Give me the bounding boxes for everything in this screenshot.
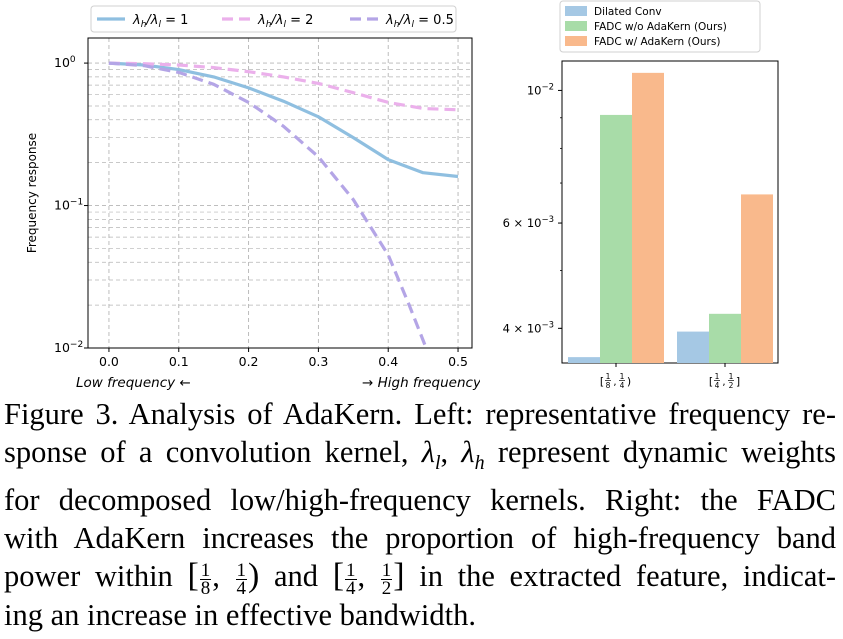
caption-text: in the extracted feature, indicat- xyxy=(404,559,836,594)
x-tick-label: 0.0 xyxy=(99,354,119,369)
y-tick-label: 4 × 10−3 xyxy=(503,320,554,335)
legend-label: λh/λl = 1 xyxy=(132,13,188,30)
caption-line: sponse of a convolution kernel, λl, λh r… xyxy=(4,434,837,474)
legend-box xyxy=(90,5,457,33)
series-lines xyxy=(108,61,459,350)
caption-line: power within [1 8, 1 4) and [1 4, 1 2] in th… xyxy=(4,557,836,599)
caption-line: with AdaKern increases the proportion of… xyxy=(4,520,836,555)
bars xyxy=(568,72,773,363)
plot-frame xyxy=(561,60,779,364)
x-ticks: 0.0 0.1 0.2 0.3 0.4 0.5 xyxy=(99,348,468,369)
denominator: 4 xyxy=(620,381,625,390)
legend-label: λh/λl = 0.5 xyxy=(385,13,454,30)
y-tick-label: 10−1 xyxy=(54,198,83,213)
bracket: [ xyxy=(709,375,713,388)
x-tick-label: 0.5 xyxy=(448,354,468,369)
figure-caption: Figure 3. Analysis of AdaKern. Left: rep… xyxy=(4,396,836,634)
caption-text: and xyxy=(259,559,333,594)
bracket: [ xyxy=(600,375,604,388)
y-tick-label: 10−2 xyxy=(54,340,83,355)
band-power-bar-chart: Dilated Conv FADC w/o AdaKern (Ours) FADC … xyxy=(503,0,779,390)
comma: , xyxy=(613,377,616,388)
grid xyxy=(88,38,472,349)
numerator: 1 xyxy=(620,372,625,381)
series-line xyxy=(108,61,429,350)
bracket: ) xyxy=(627,375,631,388)
y-ticks: 10−2 6 × 10−3 4 × 10−3 xyxy=(503,82,562,335)
numerator: 1 xyxy=(606,372,611,381)
caption-line: for decomposed low/high-frequency kernel… xyxy=(4,483,836,518)
x-tick-label: [14,12] xyxy=(709,372,740,390)
plot-frame xyxy=(87,37,473,349)
legend-swatch xyxy=(565,36,587,46)
legend: λh/λl = 1 λh/λl = 2 λh/λl = 0.5 xyxy=(90,5,457,33)
x-tick-label: 0.4 xyxy=(378,354,398,369)
bar xyxy=(568,357,600,363)
bar xyxy=(632,72,664,363)
caption-line: Figure 3. Analysis of AdaKern. Left: rep… xyxy=(4,397,836,431)
legend-label: Dilated Conv xyxy=(594,6,662,18)
legend-label: FADC w/o AdaKern (Ours) xyxy=(594,21,727,33)
x-ticks: [18,14)[14,12] xyxy=(600,363,740,390)
bar xyxy=(600,114,632,363)
legend-swatch xyxy=(565,6,587,16)
numerator: 1 xyxy=(715,372,720,381)
x-annotation-high: → High frequency xyxy=(362,375,480,391)
x-annotation-low: Low frequency ← xyxy=(76,375,191,391)
bracket: ] xyxy=(736,375,740,388)
y-ticks: 100 10−1 10−2 xyxy=(54,55,88,355)
caption-line: ing an increase in effective bandwidth. xyxy=(4,597,477,632)
caption-text: represent dynamic weights xyxy=(484,434,837,469)
bar xyxy=(709,313,741,363)
bar xyxy=(741,194,773,363)
caption-text: sponse of a convolution kernel, xyxy=(4,434,422,469)
comma: , xyxy=(722,377,725,388)
caption-text: power within xyxy=(4,559,188,594)
bar xyxy=(677,331,709,363)
x-tick-label: [18,14) xyxy=(600,372,631,390)
denominator: 8 xyxy=(606,381,611,390)
legend-box xyxy=(559,0,761,53)
legend-label: λh/λl = 2 xyxy=(257,13,313,30)
x-tick-label: 0.1 xyxy=(169,354,189,369)
denominator: 2 xyxy=(729,381,734,390)
denominator: 4 xyxy=(715,381,720,390)
legend-label: FADC w/ AdaKern (Ours) xyxy=(594,36,720,48)
series-line xyxy=(108,61,459,179)
legend: Dilated Conv FADC w/o AdaKern (Ours) FADC … xyxy=(559,0,761,53)
y-tick-label: 6 × 10−3 xyxy=(503,215,554,230)
y-tick-label: 100 xyxy=(54,55,76,70)
series-line xyxy=(108,61,459,112)
y-axis-label: Frequency response xyxy=(25,133,39,253)
x-tick-label: 0.2 xyxy=(239,354,259,369)
legend-swatch xyxy=(565,21,587,31)
x-tick-label: 0.3 xyxy=(308,354,328,369)
y-tick-label: 10−2 xyxy=(527,82,554,97)
frequency-response-chart: 100 10−1 10−2 0.0 0.1 0.2 0.3 0.4 0.5 Frequency… xyxy=(25,5,480,391)
numerator: 1 xyxy=(729,372,734,381)
